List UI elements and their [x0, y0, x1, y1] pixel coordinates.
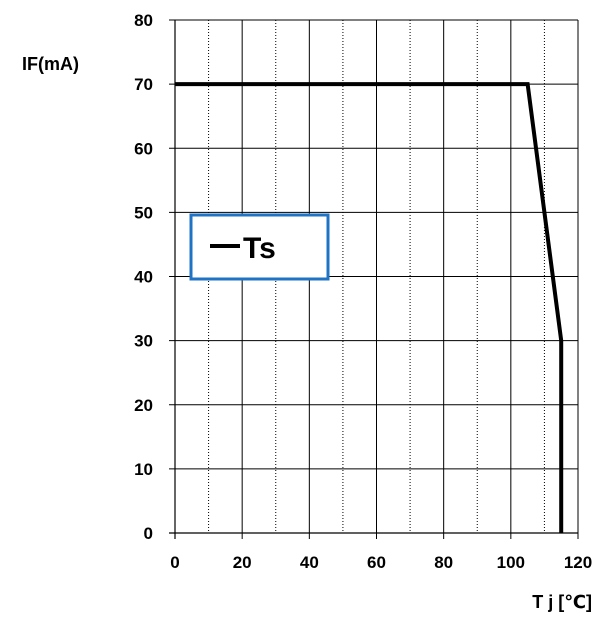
y-tick-label: 70: [134, 75, 153, 94]
y-tick-label: 80: [134, 11, 153, 30]
y-tick-label: 40: [134, 268, 153, 287]
x-axis-title: T j [℃]: [532, 592, 592, 612]
y-tick-label: 50: [134, 203, 153, 222]
x-tick-label: 60: [367, 553, 386, 572]
legend: Ts: [189, 213, 330, 281]
y-tick-label: 0: [144, 524, 153, 543]
x-tick-label: 0: [170, 553, 179, 572]
series-line-ts: [175, 82, 564, 533]
x-tick-label: 100: [497, 553, 525, 572]
x-tick-label: 80: [434, 553, 453, 572]
x-tick-label: 40: [300, 553, 319, 572]
y-axis-title: IF(mA): [22, 54, 79, 74]
y-tick-label: 60: [134, 139, 153, 158]
y-tick-label: 30: [134, 332, 153, 351]
x-tick-label: 20: [233, 553, 252, 572]
axes-layer: 0 10 20 30 40 50 60 70 80 0 20 40 60 80 100 120: [134, 11, 592, 572]
y-tick-label: 20: [134, 396, 153, 415]
series-layer: [175, 82, 564, 533]
legend-label-ts: Ts: [243, 232, 276, 265]
x-tick-label: 120: [564, 553, 592, 572]
y-tick-label: 10: [134, 460, 153, 479]
